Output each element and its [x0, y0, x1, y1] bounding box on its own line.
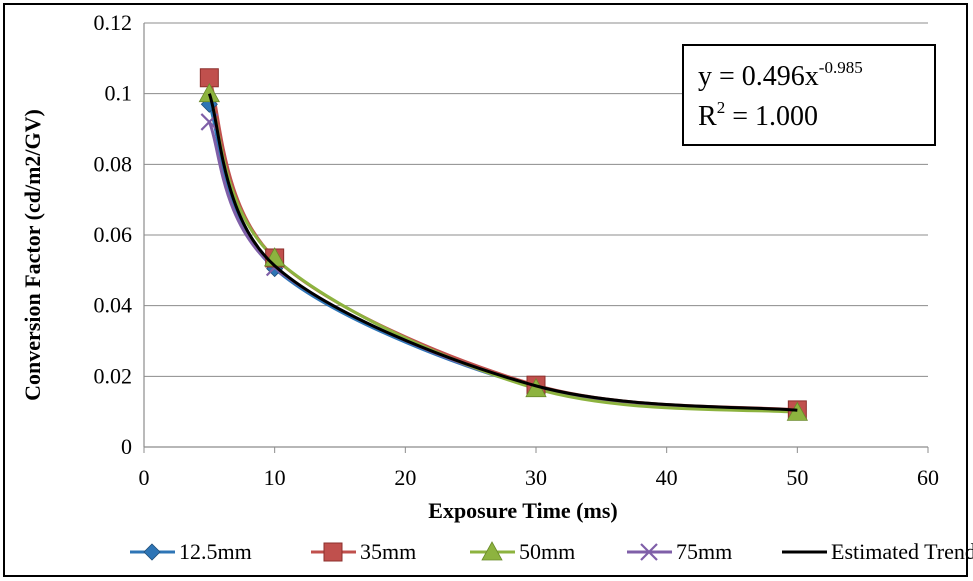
legend-item: 50mm — [470, 539, 575, 564]
axes — [143, 23, 929, 453]
y-axis-title: Conversion Factor (cd/m2/GV) — [20, 109, 45, 401]
legend-item: 35mm — [311, 539, 416, 564]
y-tick-label: 0.12 — [94, 10, 133, 35]
legend-marker — [640, 543, 658, 561]
r-squared-prefix: R — [698, 101, 717, 132]
legend-marker — [143, 543, 161, 561]
equation-prefix: y = 0.496x — [698, 61, 819, 92]
legend-marker-stroke-b — [640, 543, 658, 561]
x-tick-labels: 0 10 20 30 40 50 60 — [139, 465, 940, 490]
x-tick-label: 50 — [786, 465, 808, 490]
x-tick-label: 0 — [139, 465, 150, 490]
y-tick-label: 0.06 — [94, 222, 133, 247]
legend-label: Estimated Trend — [831, 539, 973, 564]
series-line-estimated-trend — [207, 93, 798, 412]
equation-box: y = 0.496x-0.985 R2 = 1.000 — [682, 44, 936, 146]
y-tick-labels: 0 0.02 0.04 0.06 0.08 0.1 0.12 — [94, 10, 133, 459]
series-line-75mm — [207, 121, 798, 414]
legend-marker — [323, 542, 343, 562]
legend-label: 35mm — [360, 539, 416, 564]
data-point-50mm — [198, 82, 221, 103]
x-tick-label: 30 — [525, 465, 547, 490]
series-group — [198, 68, 809, 421]
legend-label: 75mm — [676, 539, 732, 564]
x-tick-label: 40 — [656, 465, 678, 490]
y-tick-label: 0.02 — [94, 363, 133, 388]
x-axis-title: Exposure Time (ms) — [428, 498, 617, 523]
x-tick-label: 20 — [394, 465, 416, 490]
legend-label: 50mm — [519, 539, 575, 564]
legend-item: 12.5mm — [130, 539, 252, 564]
legend-item: 75mm — [627, 539, 732, 564]
grid-lines — [144, 22, 928, 377]
y-tick-label: 0.1 — [105, 81, 133, 106]
x-tick-label: 10 — [264, 465, 286, 490]
y-tick-label: 0.04 — [94, 293, 133, 318]
r-squared-suffix: = 1.000 — [725, 101, 818, 132]
r-squared-text: R2 = 1.000 — [698, 98, 818, 132]
y-tick-label: 0 — [121, 434, 132, 459]
r-squared-sup: 2 — [717, 98, 726, 117]
equation-box-border — [682, 44, 936, 146]
data-point-50mm — [786, 401, 809, 421]
equation-exponent: -0.985 — [819, 58, 863, 77]
series-line-12-5mm — [207, 103, 798, 413]
x-tick-label: 60 — [917, 465, 939, 490]
y-tick-label: 0.08 — [94, 151, 133, 176]
equation-text: y = 0.496x-0.985 — [698, 58, 863, 92]
legend-item: Estimated Trend — [782, 539, 973, 564]
legend-label: 12.5mm — [179, 539, 252, 564]
legend-marker — [481, 541, 503, 561]
legend: 12.5mm 35mm 50mm 75mm Estimated Trend — [130, 539, 973, 564]
